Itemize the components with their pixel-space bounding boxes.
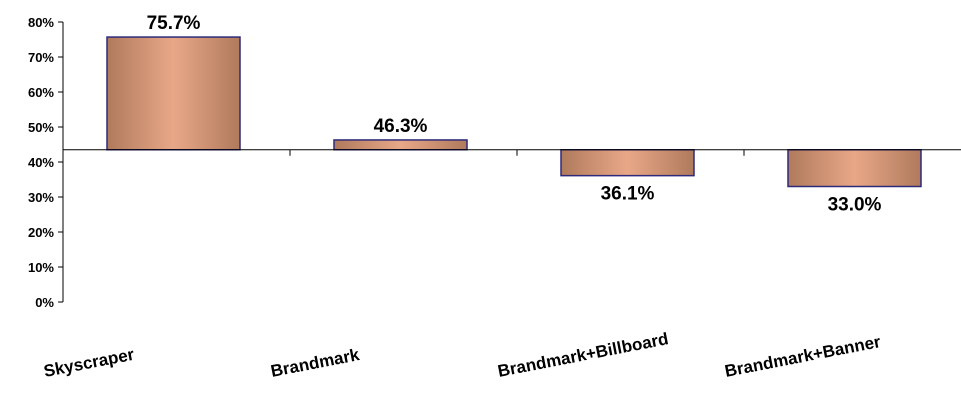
bar: [560, 149, 695, 177]
y-tick-label: 50%: [28, 120, 54, 135]
y-tick-label: 10%: [28, 260, 54, 275]
y-axis: 0% 10% 20% 30% 40% 50% 60% 70% 80%: [28, 15, 64, 310]
data-label: 36.1%: [601, 184, 655, 205]
data-label: 46.3%: [374, 116, 428, 137]
y-tick-label: 40%: [28, 155, 54, 170]
data-labels: 75.7% 46.3% 36.1% 33.0%: [147, 13, 882, 215]
bar: [333, 139, 468, 151]
bar: [787, 149, 922, 188]
y-tick-label: 60%: [28, 85, 54, 100]
category-label: Skyscraper: [42, 345, 136, 381]
category-label: Brandmark+Billboard: [496, 329, 670, 381]
y-tick-label: 70%: [28, 50, 54, 65]
category-labels: Skyscraper Brandmark Brandmark+Billboard Br…: [42, 329, 882, 381]
category-label: Brandmark+Banner: [723, 332, 882, 381]
bars: [106, 36, 922, 188]
bar: [106, 36, 241, 151]
category-label: Brandmark: [269, 345, 361, 381]
y-tick-label: 30%: [28, 190, 54, 205]
y-tick-label: 80%: [28, 15, 54, 30]
y-tick-label: 20%: [28, 225, 54, 240]
data-label: 33.0%: [828, 195, 882, 216]
baseline-axis: [63, 149, 961, 156]
data-label: 75.7%: [147, 13, 201, 34]
y-tick-label: 0%: [35, 295, 54, 310]
